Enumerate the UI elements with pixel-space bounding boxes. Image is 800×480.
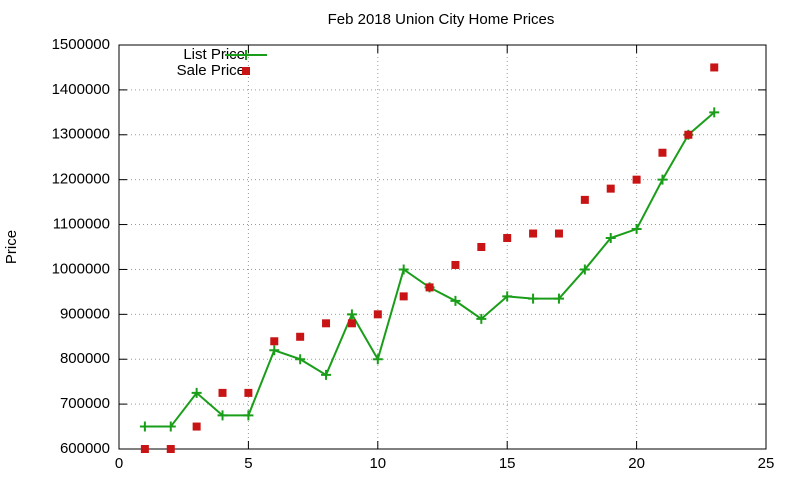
point-marker [347, 319, 356, 328]
point-marker [503, 234, 512, 243]
y-tick-label: 600000 [60, 440, 110, 457]
x-tick-label: 5 [244, 455, 252, 472]
legend-marker [241, 50, 251, 60]
y-tick-label: 1300000 [52, 126, 110, 143]
y-tick-label: 1200000 [52, 171, 110, 188]
x-tick-label: 10 [369, 455, 386, 472]
point-marker [399, 292, 408, 301]
point-marker [553, 293, 564, 304]
point-marker [709, 107, 720, 118]
point-marker [528, 293, 539, 304]
y-tick-label: 1400000 [52, 81, 110, 98]
point-marker [658, 148, 667, 157]
point-marker [295, 354, 306, 365]
point-marker [296, 332, 305, 341]
line-series [144, 111, 715, 428]
point-marker [346, 309, 357, 320]
point-marker [217, 410, 228, 421]
point-marker [451, 260, 460, 269]
point-marker [244, 388, 253, 397]
point-marker [192, 422, 201, 431]
point-marker [321, 369, 332, 380]
point-marker [476, 313, 487, 324]
point-marker [140, 445, 149, 453]
point-marker [243, 410, 254, 421]
y-tick-label: 1500000 [52, 36, 110, 53]
plot-border [118, 44, 767, 450]
point-marker [322, 319, 331, 328]
point-marker [269, 345, 280, 356]
point-marker [684, 130, 693, 139]
point-marker [270, 337, 279, 346]
point-marker [165, 421, 176, 432]
x-tick-label: 0 [115, 455, 123, 472]
point-marker [450, 295, 461, 306]
legend-label: List Price [183, 46, 245, 63]
point-marker [579, 264, 590, 275]
y-axis-label: Price [3, 230, 20, 264]
point-marker [529, 229, 538, 238]
y-tick-label: 1100000 [53, 216, 110, 233]
point-marker [502, 291, 513, 302]
point-marker [554, 229, 563, 238]
point-marker [710, 63, 719, 72]
chart-title: Feb 2018 Union City Home Prices [328, 11, 555, 28]
point-marker [631, 224, 642, 235]
y-tick-label: 700000 [60, 395, 110, 412]
y-tick-label: 800000 [60, 350, 110, 367]
point-marker [191, 387, 202, 398]
point-marker [139, 421, 150, 432]
y-tick-label: 900000 [60, 305, 110, 322]
point-marker [373, 310, 382, 319]
point-marker [218, 388, 227, 397]
point-marker [632, 175, 641, 184]
point-marker [398, 264, 409, 275]
point-marker [605, 233, 616, 244]
legend-swatch [242, 67, 250, 75]
point-marker [425, 283, 434, 292]
y-tick-label: 1000000 [52, 260, 110, 277]
point-marker [606, 184, 615, 193]
point-marker [477, 243, 486, 251]
x-tick-label: 25 [758, 455, 775, 472]
point-marker [657, 174, 668, 185]
point-marker [372, 354, 383, 365]
x-tick-label: 15 [499, 455, 516, 472]
x-tick-label: 20 [628, 455, 645, 472]
point-marker [166, 445, 175, 453]
legend-label: Sale Price [177, 62, 245, 79]
point-marker [580, 195, 589, 204]
